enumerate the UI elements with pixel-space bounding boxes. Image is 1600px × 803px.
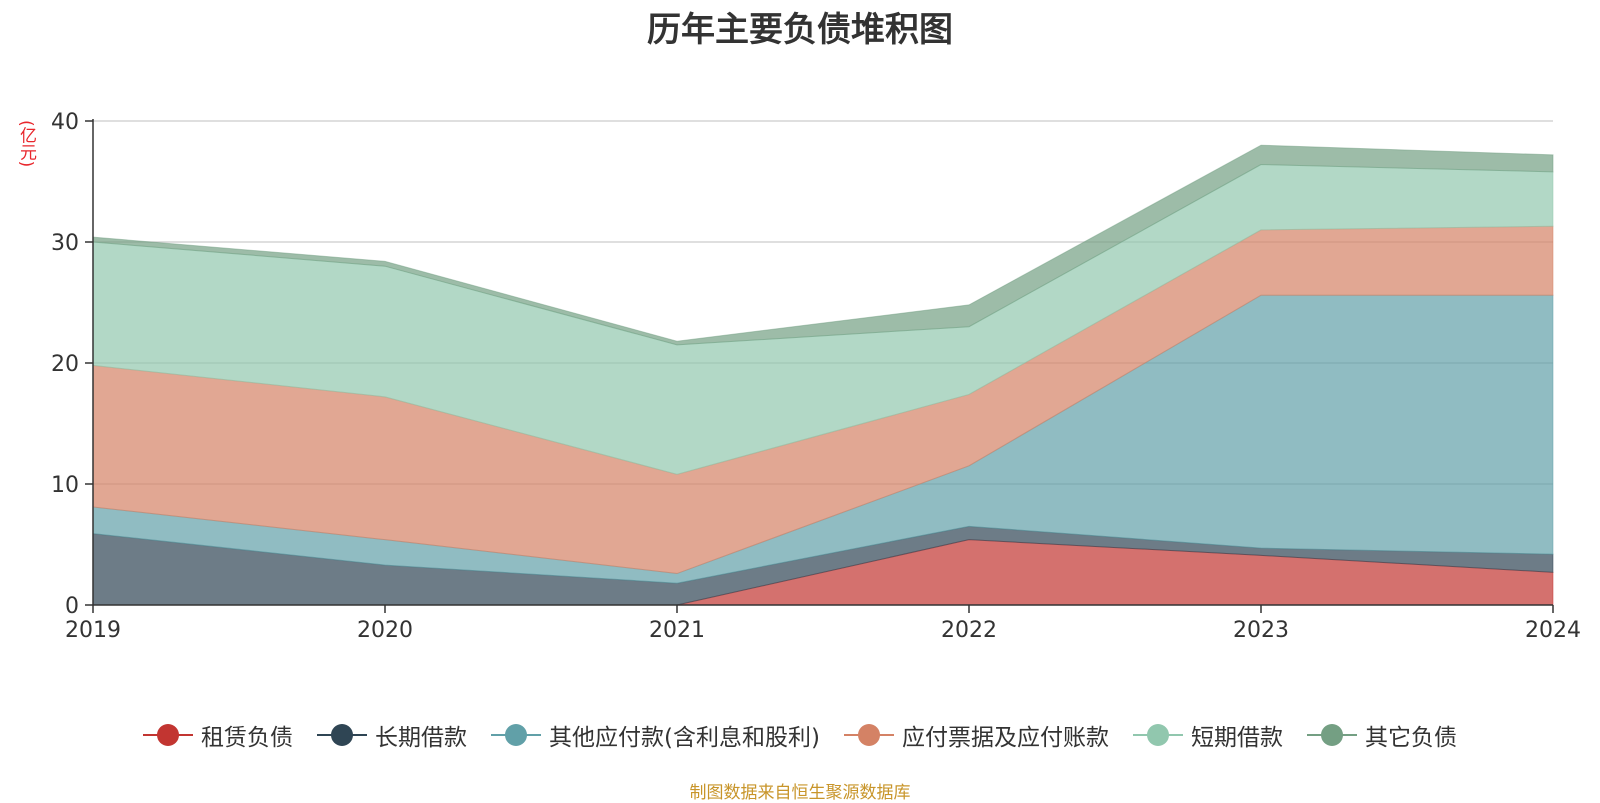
x-tick-label: 2021	[649, 618, 705, 643]
y-tick-label: 40	[51, 110, 79, 135]
tick-labels: 0 10 20 30 40 2019 2020 2021 2022 2023 2024	[51, 110, 1581, 643]
legend-swatch	[143, 723, 194, 747]
x-tick-label: 2023	[1233, 618, 1289, 643]
legend-item[interactable]: 应付票据及应付账款	[843, 718, 1109, 752]
legend-swatch	[1306, 723, 1357, 747]
y-tick-label: 0	[65, 594, 79, 619]
x-tick-label: 2019	[65, 618, 121, 643]
y-tick-label: 30	[51, 231, 79, 256]
area-series-6	[92, 144, 1554, 346]
legend-swatch	[1132, 723, 1183, 747]
y-axis-unit: (亿元)	[16, 120, 36, 168]
axes	[85, 119, 1554, 613]
legend-item[interactable]: 短期借款	[1132, 718, 1283, 752]
legend-label: 短期借款	[1190, 725, 1283, 751]
legend-item[interactable]: 长期借款	[317, 718, 467, 752]
legend-swatch	[317, 723, 368, 747]
legend-swatch	[491, 723, 542, 747]
y-tick-label: 10	[51, 473, 79, 498]
legend-item[interactable]: 其他应付款(含利息和股利)	[491, 718, 820, 752]
legend-label: 其它负债	[1364, 725, 1457, 751]
legend-item[interactable]: 租赁负债	[143, 718, 293, 752]
x-tick-label: 2024	[1525, 618, 1581, 643]
legend: 租赁负债 长期借款 其他应付款(含利息和股利) 应付票据及应付账款 短期借款 其它负债	[0, 718, 1600, 752]
legend-swatch	[843, 723, 894, 747]
legend-label: 其他应付款(含利息和股利)	[549, 725, 820, 751]
x-tick-label: 2020	[357, 618, 413, 643]
legend-label: 长期借款	[375, 725, 468, 751]
legend-item[interactable]: 其它负债	[1306, 718, 1457, 752]
x-tick-label: 2022	[941, 618, 997, 643]
area-series	[92, 144, 1554, 606]
legend-label: 应付票据及应付账款	[901, 725, 1109, 751]
y-tick-label: 20	[51, 352, 79, 377]
legend-label: 租赁负债	[201, 725, 294, 751]
stacked-area-chart: 0 10 20 30 40 2019 2020 2021 2022 2023 2024	[51, 110, 1581, 643]
data-source-note: 制图数据来自恒生聚源数据库	[689, 783, 911, 803]
chart-title: 历年主要负债堆积图	[647, 10, 953, 50]
